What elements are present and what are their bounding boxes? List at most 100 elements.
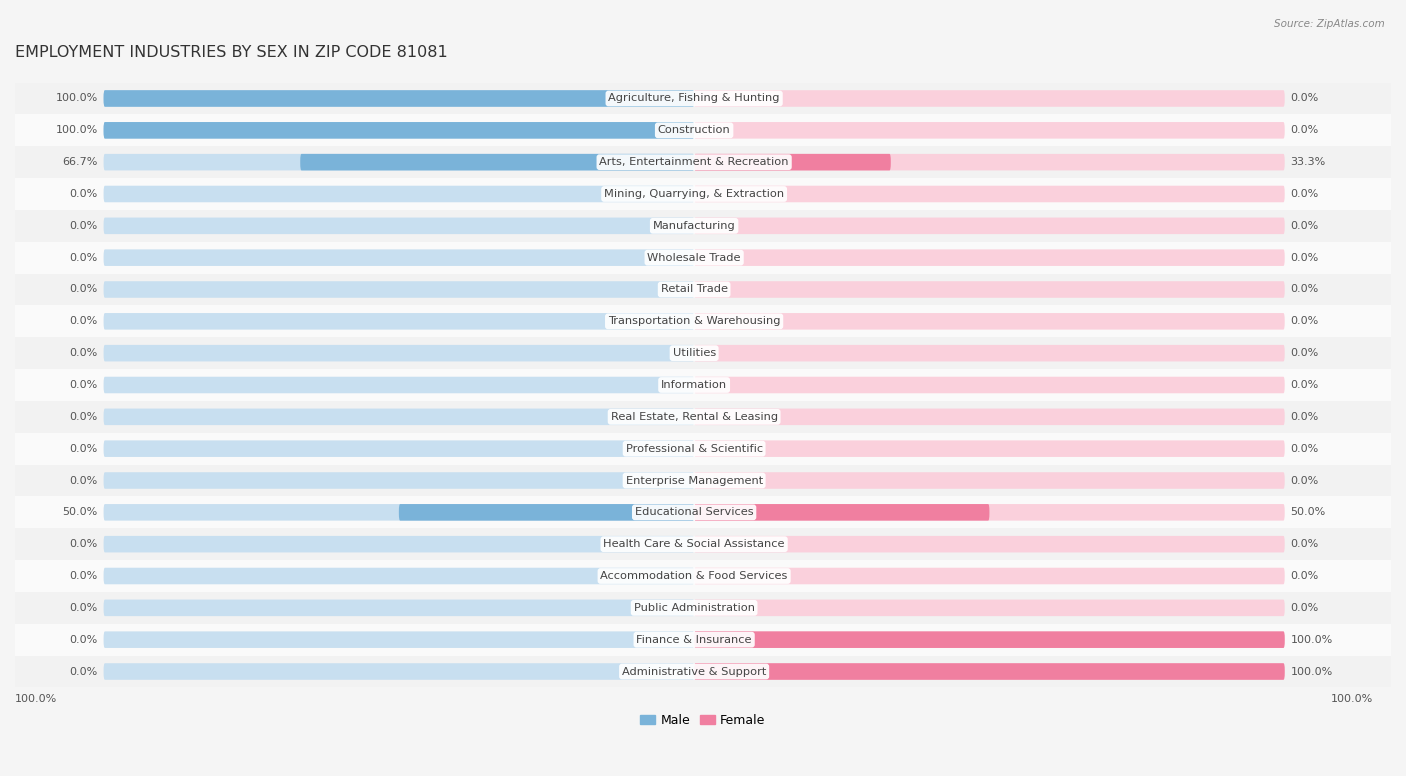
Text: 0.0%: 0.0% (1291, 412, 1319, 422)
Text: 0.0%: 0.0% (1291, 380, 1319, 390)
Text: Educational Services: Educational Services (636, 508, 754, 518)
FancyBboxPatch shape (695, 632, 1285, 648)
FancyBboxPatch shape (104, 473, 695, 489)
Text: 0.0%: 0.0% (1291, 603, 1319, 613)
FancyBboxPatch shape (695, 408, 1285, 425)
FancyBboxPatch shape (695, 441, 1285, 457)
FancyBboxPatch shape (104, 122, 695, 139)
FancyBboxPatch shape (695, 473, 1285, 489)
Bar (15, 178, 1406, 210)
FancyBboxPatch shape (695, 504, 990, 521)
Text: 0.0%: 0.0% (1291, 189, 1319, 199)
Text: Transportation & Warehousing: Transportation & Warehousing (607, 317, 780, 327)
FancyBboxPatch shape (104, 600, 695, 616)
Text: Real Estate, Rental & Leasing: Real Estate, Rental & Leasing (610, 412, 778, 422)
Text: Health Care & Social Assistance: Health Care & Social Assistance (603, 539, 785, 549)
Text: Mining, Quarrying, & Extraction: Mining, Quarrying, & Extraction (605, 189, 785, 199)
Bar (15, 592, 1406, 624)
Text: Construction: Construction (658, 126, 731, 135)
FancyBboxPatch shape (104, 154, 695, 171)
Text: Agriculture, Fishing & Hunting: Agriculture, Fishing & Hunting (609, 93, 780, 103)
FancyBboxPatch shape (695, 568, 1285, 584)
Bar (15, 306, 1406, 338)
FancyBboxPatch shape (695, 376, 1285, 393)
Text: 0.0%: 0.0% (69, 444, 97, 454)
Text: 0.0%: 0.0% (1291, 317, 1319, 327)
Bar (15, 338, 1406, 369)
Text: 50.0%: 50.0% (1291, 508, 1326, 518)
Text: Finance & Insurance: Finance & Insurance (637, 635, 752, 645)
FancyBboxPatch shape (104, 536, 695, 553)
Text: Professional & Scientific: Professional & Scientific (626, 444, 762, 454)
FancyBboxPatch shape (695, 536, 1285, 553)
FancyBboxPatch shape (104, 504, 695, 521)
FancyBboxPatch shape (695, 313, 1285, 330)
Text: Arts, Entertainment & Recreation: Arts, Entertainment & Recreation (599, 158, 789, 167)
Legend: Male, Female: Male, Female (636, 708, 770, 732)
Text: 50.0%: 50.0% (62, 508, 97, 518)
FancyBboxPatch shape (695, 504, 1285, 521)
Text: 0.0%: 0.0% (69, 571, 97, 581)
FancyBboxPatch shape (104, 441, 695, 457)
FancyBboxPatch shape (104, 217, 695, 234)
Text: 33.3%: 33.3% (1291, 158, 1326, 167)
Bar (15, 242, 1406, 274)
FancyBboxPatch shape (695, 632, 1285, 648)
Text: 0.0%: 0.0% (69, 221, 97, 230)
Text: Accommodation & Food Services: Accommodation & Food Services (600, 571, 787, 581)
Bar (15, 433, 1406, 465)
Text: 0.0%: 0.0% (1291, 253, 1319, 262)
Bar (15, 274, 1406, 306)
Text: 0.0%: 0.0% (1291, 539, 1319, 549)
Text: 0.0%: 0.0% (69, 539, 97, 549)
Text: 0.0%: 0.0% (69, 285, 97, 295)
FancyBboxPatch shape (695, 663, 1285, 680)
Text: 0.0%: 0.0% (1291, 126, 1319, 135)
Text: Administrative & Support: Administrative & Support (621, 667, 766, 677)
FancyBboxPatch shape (104, 249, 695, 266)
FancyBboxPatch shape (695, 600, 1285, 616)
Bar (15, 560, 1406, 592)
Text: 100.0%: 100.0% (15, 694, 58, 704)
Text: Utilities: Utilities (672, 348, 716, 359)
Text: 100.0%: 100.0% (1291, 667, 1333, 677)
FancyBboxPatch shape (695, 154, 891, 171)
FancyBboxPatch shape (695, 122, 1285, 139)
FancyBboxPatch shape (104, 90, 695, 107)
Bar (15, 465, 1406, 497)
FancyBboxPatch shape (301, 154, 695, 171)
Text: Source: ZipAtlas.com: Source: ZipAtlas.com (1274, 19, 1385, 29)
Bar (15, 656, 1406, 688)
Text: Information: Information (661, 380, 727, 390)
FancyBboxPatch shape (695, 154, 1285, 171)
Text: 0.0%: 0.0% (69, 348, 97, 359)
FancyBboxPatch shape (695, 249, 1285, 266)
Text: Retail Trade: Retail Trade (661, 285, 728, 295)
Text: 100.0%: 100.0% (1331, 694, 1374, 704)
Text: 0.0%: 0.0% (69, 189, 97, 199)
FancyBboxPatch shape (695, 90, 1285, 107)
Bar (15, 401, 1406, 433)
Text: EMPLOYMENT INDUSTRIES BY SEX IN ZIP CODE 81081: EMPLOYMENT INDUSTRIES BY SEX IN ZIP CODE… (15, 45, 447, 61)
FancyBboxPatch shape (104, 376, 695, 393)
Text: 0.0%: 0.0% (69, 635, 97, 645)
Text: 0.0%: 0.0% (69, 667, 97, 677)
Text: 0.0%: 0.0% (1291, 93, 1319, 103)
Text: Enterprise Management: Enterprise Management (626, 476, 763, 486)
Text: 0.0%: 0.0% (1291, 444, 1319, 454)
FancyBboxPatch shape (695, 185, 1285, 203)
FancyBboxPatch shape (104, 345, 695, 362)
FancyBboxPatch shape (695, 345, 1285, 362)
FancyBboxPatch shape (104, 408, 695, 425)
Text: 66.7%: 66.7% (62, 158, 97, 167)
FancyBboxPatch shape (695, 281, 1285, 298)
Text: 0.0%: 0.0% (1291, 571, 1319, 581)
FancyBboxPatch shape (104, 122, 695, 139)
Text: 0.0%: 0.0% (69, 253, 97, 262)
FancyBboxPatch shape (104, 568, 695, 584)
Text: 0.0%: 0.0% (1291, 285, 1319, 295)
Text: 100.0%: 100.0% (1291, 635, 1333, 645)
Text: 0.0%: 0.0% (1291, 348, 1319, 359)
FancyBboxPatch shape (695, 663, 1285, 680)
FancyBboxPatch shape (695, 217, 1285, 234)
